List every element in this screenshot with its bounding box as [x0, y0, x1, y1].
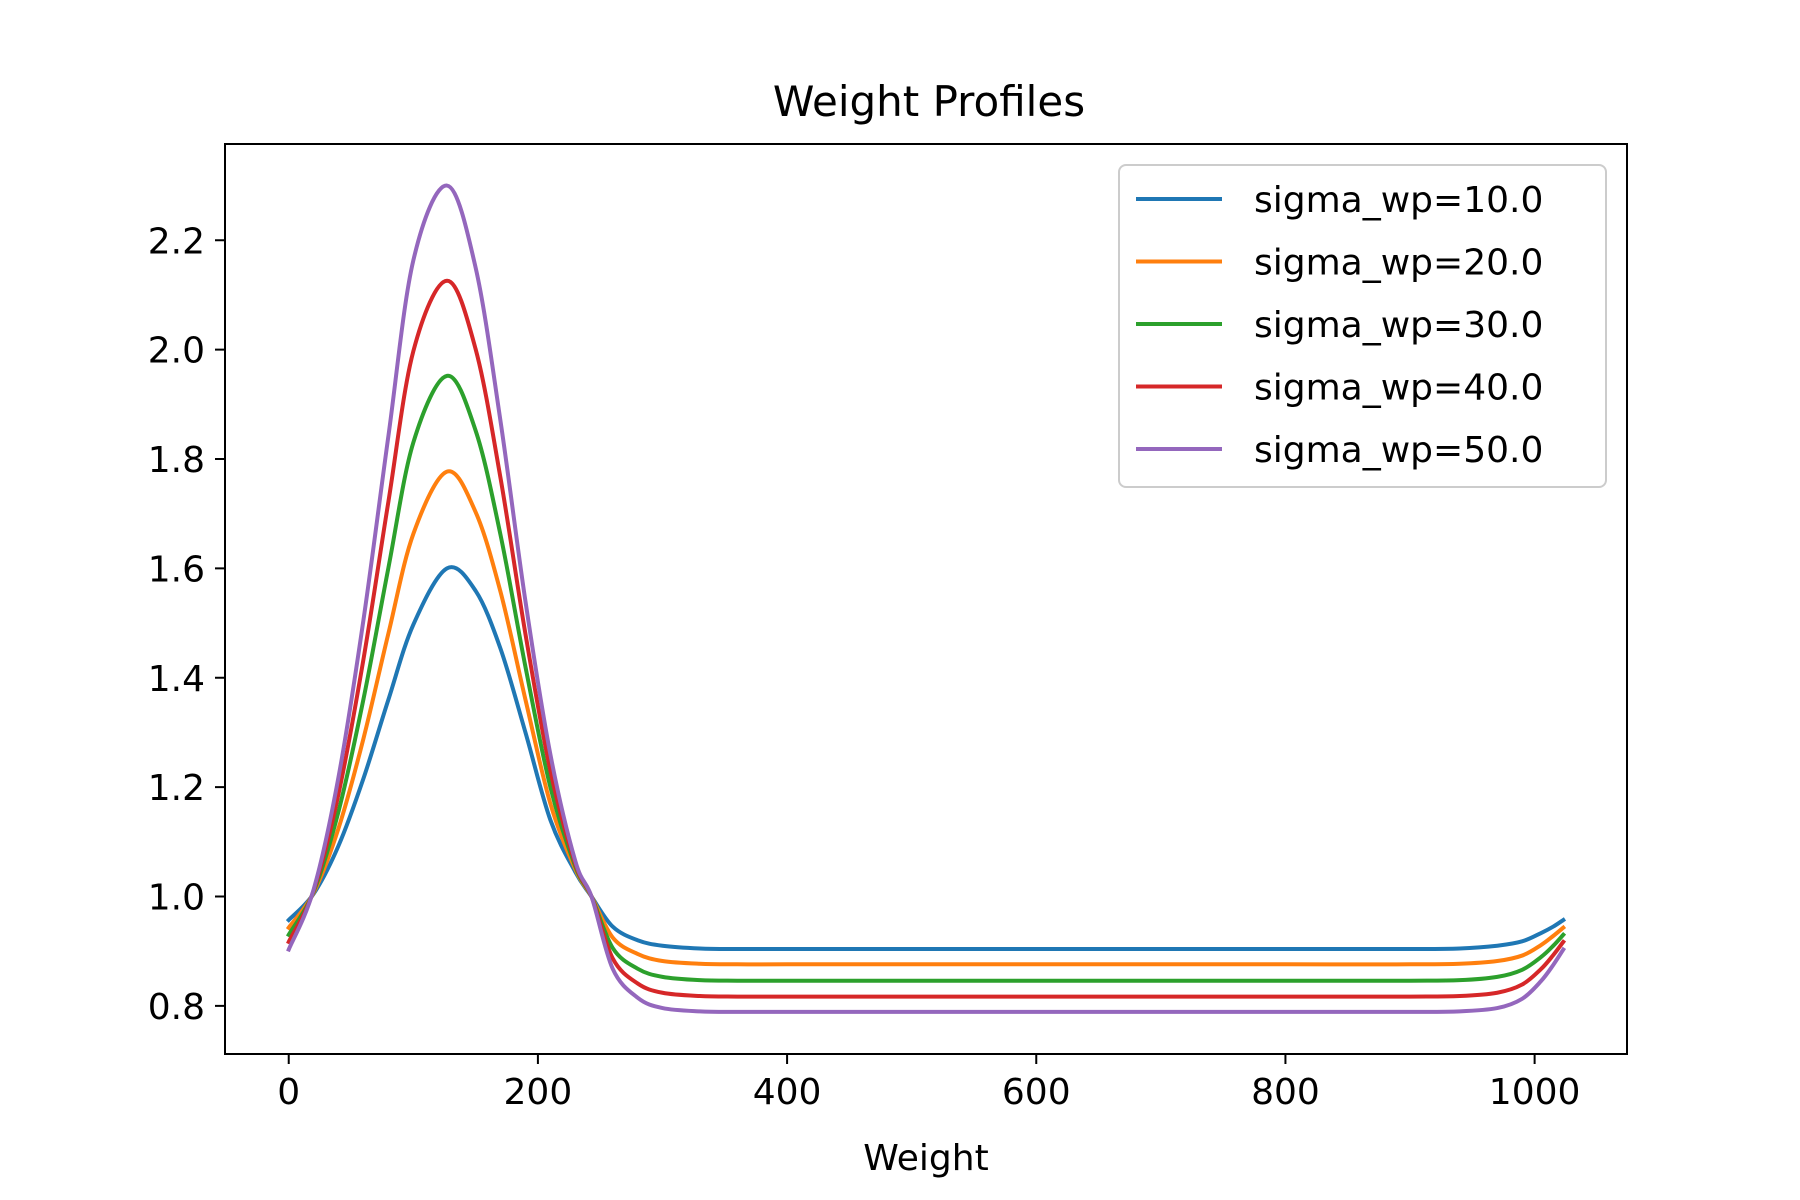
series-line-2: [285, 469, 1567, 967]
series-line-4: [286, 278, 1567, 999]
legend-label: sigma_wp=40.0: [1254, 368, 1543, 409]
y-tick-label: 1.4: [148, 659, 205, 700]
legend-box: [1118, 164, 1607, 488]
x-tick-label: 200: [504, 1072, 573, 1113]
y-tick-label: 2.2: [148, 221, 205, 262]
legend-label: sigma_wp=10.0: [1254, 180, 1543, 221]
plot-frame: [224, 143, 1628, 1055]
series-layer: [285, 183, 1567, 1014]
y-tick-label: 2.0: [148, 331, 205, 372]
y-tick-label: 0.8: [148, 987, 205, 1028]
legend-items: sigma_wp=10.0 sigma_wp=20.0 sigma_wp=30.0s…: [1136, 180, 1543, 471]
x-tick-label: 400: [753, 1072, 822, 1113]
legend-item: sigma_wp=40.0: [1136, 368, 1543, 409]
x-axis: 0 200 400 600 800 1000: [277, 1054, 1580, 1113]
chart-title: Weight Profiles: [773, 77, 1085, 126]
legend-label: sigma_wp=20.0: [1254, 243, 1543, 284]
y-tick-label: 1.2: [148, 768, 205, 809]
y-tick-label: 1.8: [148, 440, 205, 481]
legend-label: sigma_wp=50.0: [1254, 430, 1543, 471]
legend-item: sigma_wp=10.0: [1136, 180, 1543, 221]
y-tick-label: 1.6: [148, 549, 205, 590]
series-line-3: [285, 373, 1567, 983]
y-tick-label: 1.0: [148, 878, 205, 919]
y-axis: 0.8 1.0 1.2 1.4 1.6 1.8 2.0 2.2: [148, 221, 225, 1028]
legend: sigma_wp=10.0 sigma_wp=20.0 sigma_wp=30.0s…: [1118, 164, 1607, 488]
x-axis-label: Weight: [863, 1138, 988, 1179]
x-tick-label: 800: [1251, 1072, 1320, 1113]
legend-item: sigma_wp=20.0: [1136, 243, 1543, 284]
legend-item: sigma_wp=30.0: [1136, 305, 1543, 346]
legend-label: sigma_wp=30.0: [1254, 305, 1543, 346]
x-tick-label: 1000: [1489, 1072, 1581, 1113]
legend-item: sigma_wp=50.0: [1136, 430, 1543, 471]
x-tick-label: 0: [277, 1072, 300, 1113]
series-line-1: [285, 565, 1567, 952]
x-tick-label: 600: [1002, 1072, 1071, 1113]
series-line-5: [286, 183, 1567, 1014]
